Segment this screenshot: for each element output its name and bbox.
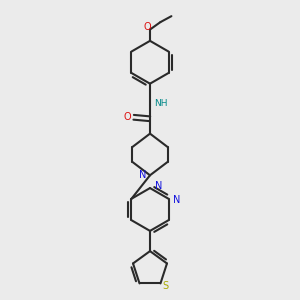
Text: N: N — [154, 181, 162, 191]
Text: NH: NH — [154, 99, 167, 108]
Text: N: N — [139, 170, 146, 180]
Text: O: O — [123, 112, 131, 122]
Text: N: N — [173, 195, 181, 205]
Text: O: O — [144, 22, 152, 32]
Text: S: S — [163, 281, 169, 291]
